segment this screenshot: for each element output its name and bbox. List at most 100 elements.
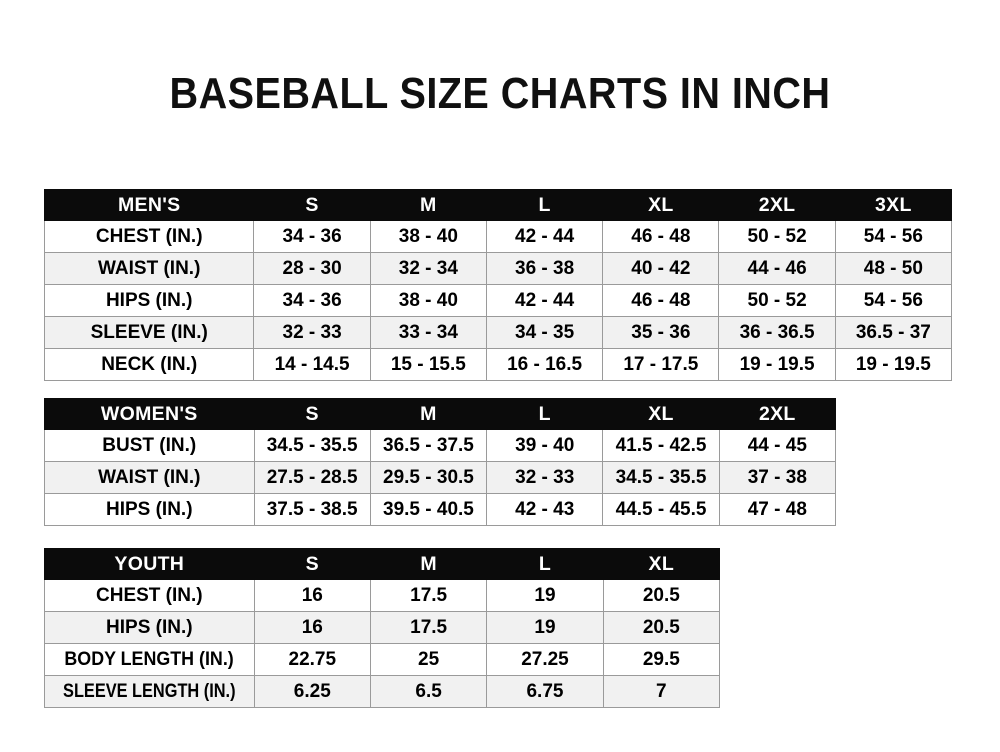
row-label-text: SLEEVE LENGTH (IN.) — [63, 680, 236, 702]
table-cell: 39 - 40 — [486, 429, 604, 462]
table-cell: 44.5 - 45.5 — [602, 493, 720, 526]
table-cell: 22.75 — [253, 643, 371, 676]
table-row: WAIST (IN.) 28 - 30 32 - 34 36 - 38 40 -… — [43, 252, 953, 285]
row-label: HIPS (IN.) — [44, 611, 255, 644]
table-cell: 17.5 — [369, 579, 488, 612]
mens-header-2xl: 2XL — [718, 189, 836, 221]
table-cell: 17 - 17.5 — [602, 348, 720, 381]
table-cell: 42 - 43 — [486, 493, 604, 526]
row-label: CHEST (IN.) — [44, 579, 255, 612]
table-cell: 34.5 - 35.5 — [253, 429, 371, 462]
table-cell: 39.5 - 40.5 — [369, 493, 488, 526]
row-label: HIPS (IN.) — [44, 493, 255, 526]
table-cell: 16 — [253, 579, 371, 612]
table-cell: 27.5 - 28.5 — [253, 461, 371, 494]
table-cell: 47 - 48 — [718, 493, 837, 526]
table-cell: 36 - 36.5 — [718, 316, 836, 349]
table-row: HIPS (IN.) 16 17.5 19 20.5 — [44, 611, 721, 644]
table-cell: 34 - 36 — [253, 284, 371, 317]
table-cell: 54 - 56 — [834, 284, 953, 317]
table-cell: 19 - 19.5 — [834, 348, 953, 381]
womens-header-m: M — [369, 398, 488, 430]
row-label: CHEST (IN.) — [43, 220, 255, 253]
row-label: HIPS (IN.) — [43, 284, 255, 317]
table-cell: 36.5 - 37.5 — [369, 429, 488, 462]
table-cell: 37 - 38 — [718, 461, 837, 494]
mens-header-xl: XL — [602, 189, 720, 221]
womens-header-s: S — [253, 398, 371, 430]
mens-header-category: MEN'S — [43, 189, 255, 221]
page-title: BASEBALL SIZE CHARTS IN INCH — [169, 69, 831, 118]
table-row: HIPS (IN.) 37.5 - 38.5 39.5 - 40.5 42 - … — [44, 493, 837, 526]
row-label: SLEEVE LENGTH (IN.) — [44, 675, 255, 708]
table-cell: 42 - 44 — [485, 284, 604, 317]
table-cell: 15 - 15.5 — [369, 348, 487, 381]
mens-size-table: MEN'S S M L XL 2XL 3XL CHEST (IN.) 34 - … — [43, 189, 953, 381]
table-cell: 34.5 - 35.5 — [602, 461, 720, 494]
table-row: CHEST (IN.) 34 - 36 38 - 40 42 - 44 46 -… — [43, 220, 953, 253]
table-cell: 35 - 36 — [602, 316, 720, 349]
table-cell: 32 - 33 — [253, 316, 371, 349]
womens-header-category: WOMEN'S — [44, 398, 255, 430]
mens-header-row: MEN'S S M L XL 2XL 3XL — [43, 189, 953, 221]
row-label-text: BODY LENGTH (IN.) — [64, 648, 234, 670]
womens-header-xl: XL — [602, 398, 720, 430]
row-label: BODY LENGTH (IN.) — [44, 643, 255, 676]
youth-size-table: YOUTH S M L XL CHEST (IN.) 16 17.5 19 20… — [44, 548, 721, 708]
table-cell: 20.5 — [602, 579, 721, 612]
table-cell: 41.5 - 42.5 — [602, 429, 720, 462]
mens-header-s: S — [253, 189, 371, 221]
table-cell: 19 - 19.5 — [718, 348, 836, 381]
table-row: BUST (IN.) 34.5 - 35.5 36.5 - 37.5 39 - … — [44, 429, 837, 462]
table-row: BODY LENGTH (IN.) 22.75 25 27.25 29.5 — [44, 643, 721, 676]
mens-header-3xl: 3XL — [834, 189, 953, 221]
table-cell: 44 - 45 — [718, 429, 837, 462]
table-row: WAIST (IN.) 27.5 - 28.5 29.5 - 30.5 32 -… — [44, 461, 837, 494]
table-cell: 19 — [486, 611, 604, 644]
table-cell: 33 - 34 — [369, 316, 487, 349]
table-cell: 54 - 56 — [834, 220, 953, 253]
table-cell: 46 - 48 — [602, 284, 720, 317]
table-cell: 20.5 — [602, 611, 721, 644]
table-row: CHEST (IN.) 16 17.5 19 20.5 — [44, 579, 721, 612]
table-row: HIPS (IN.) 34 - 36 38 - 40 42 - 44 46 - … — [43, 284, 953, 317]
table-cell: 16 - 16.5 — [485, 348, 604, 381]
table-cell: 16 — [253, 611, 371, 644]
youth-header-xl: XL — [602, 548, 721, 580]
mens-header-m: M — [369, 189, 487, 221]
row-label: WAIST (IN.) — [44, 461, 255, 494]
youth-header-s: S — [253, 548, 371, 580]
table-cell: 7 — [602, 675, 721, 708]
row-label: NECK (IN.) — [43, 348, 255, 381]
table-row: SLEEVE (IN.) 32 - 33 33 - 34 34 - 35 35 … — [43, 316, 953, 349]
table-cell: 34 - 36 — [253, 220, 371, 253]
table-cell: 27.25 — [486, 643, 604, 676]
table-cell: 34 - 35 — [485, 316, 604, 349]
youth-header-l: L — [486, 548, 604, 580]
table-row: NECK (IN.) 14 - 14.5 15 - 15.5 16 - 16.5… — [43, 348, 953, 381]
table-cell: 28 - 30 — [253, 252, 371, 285]
row-label: SLEEVE (IN.) — [43, 316, 255, 349]
table-cell: 38 - 40 — [369, 220, 487, 253]
youth-header-m: M — [369, 548, 488, 580]
table-cell: 50 - 52 — [718, 220, 836, 253]
table-cell: 48 - 50 — [834, 252, 953, 285]
womens-size-table: WOMEN'S S M L XL 2XL BUST (IN.) 34.5 - 3… — [44, 398, 837, 526]
table-cell: 50 - 52 — [718, 284, 836, 317]
womens-header-l: L — [486, 398, 604, 430]
table-cell: 37.5 - 38.5 — [253, 493, 371, 526]
table-cell: 6.5 — [369, 675, 488, 708]
mens-header-l: L — [485, 189, 604, 221]
womens-header-2xl: 2XL — [718, 398, 837, 430]
table-cell: 36.5 - 37 — [834, 316, 953, 349]
table-cell: 38 - 40 — [369, 284, 487, 317]
row-label: BUST (IN.) — [44, 429, 255, 462]
table-cell: 17.5 — [369, 611, 488, 644]
table-cell: 40 - 42 — [602, 252, 720, 285]
table-cell: 29.5 - 30.5 — [369, 461, 488, 494]
table-row: SLEEVE LENGTH (IN.) 6.25 6.5 6.75 7 — [44, 675, 721, 708]
table-cell: 14 - 14.5 — [253, 348, 371, 381]
table-cell: 6.25 — [253, 675, 371, 708]
womens-header-row: WOMEN'S S M L XL 2XL — [44, 398, 837, 430]
